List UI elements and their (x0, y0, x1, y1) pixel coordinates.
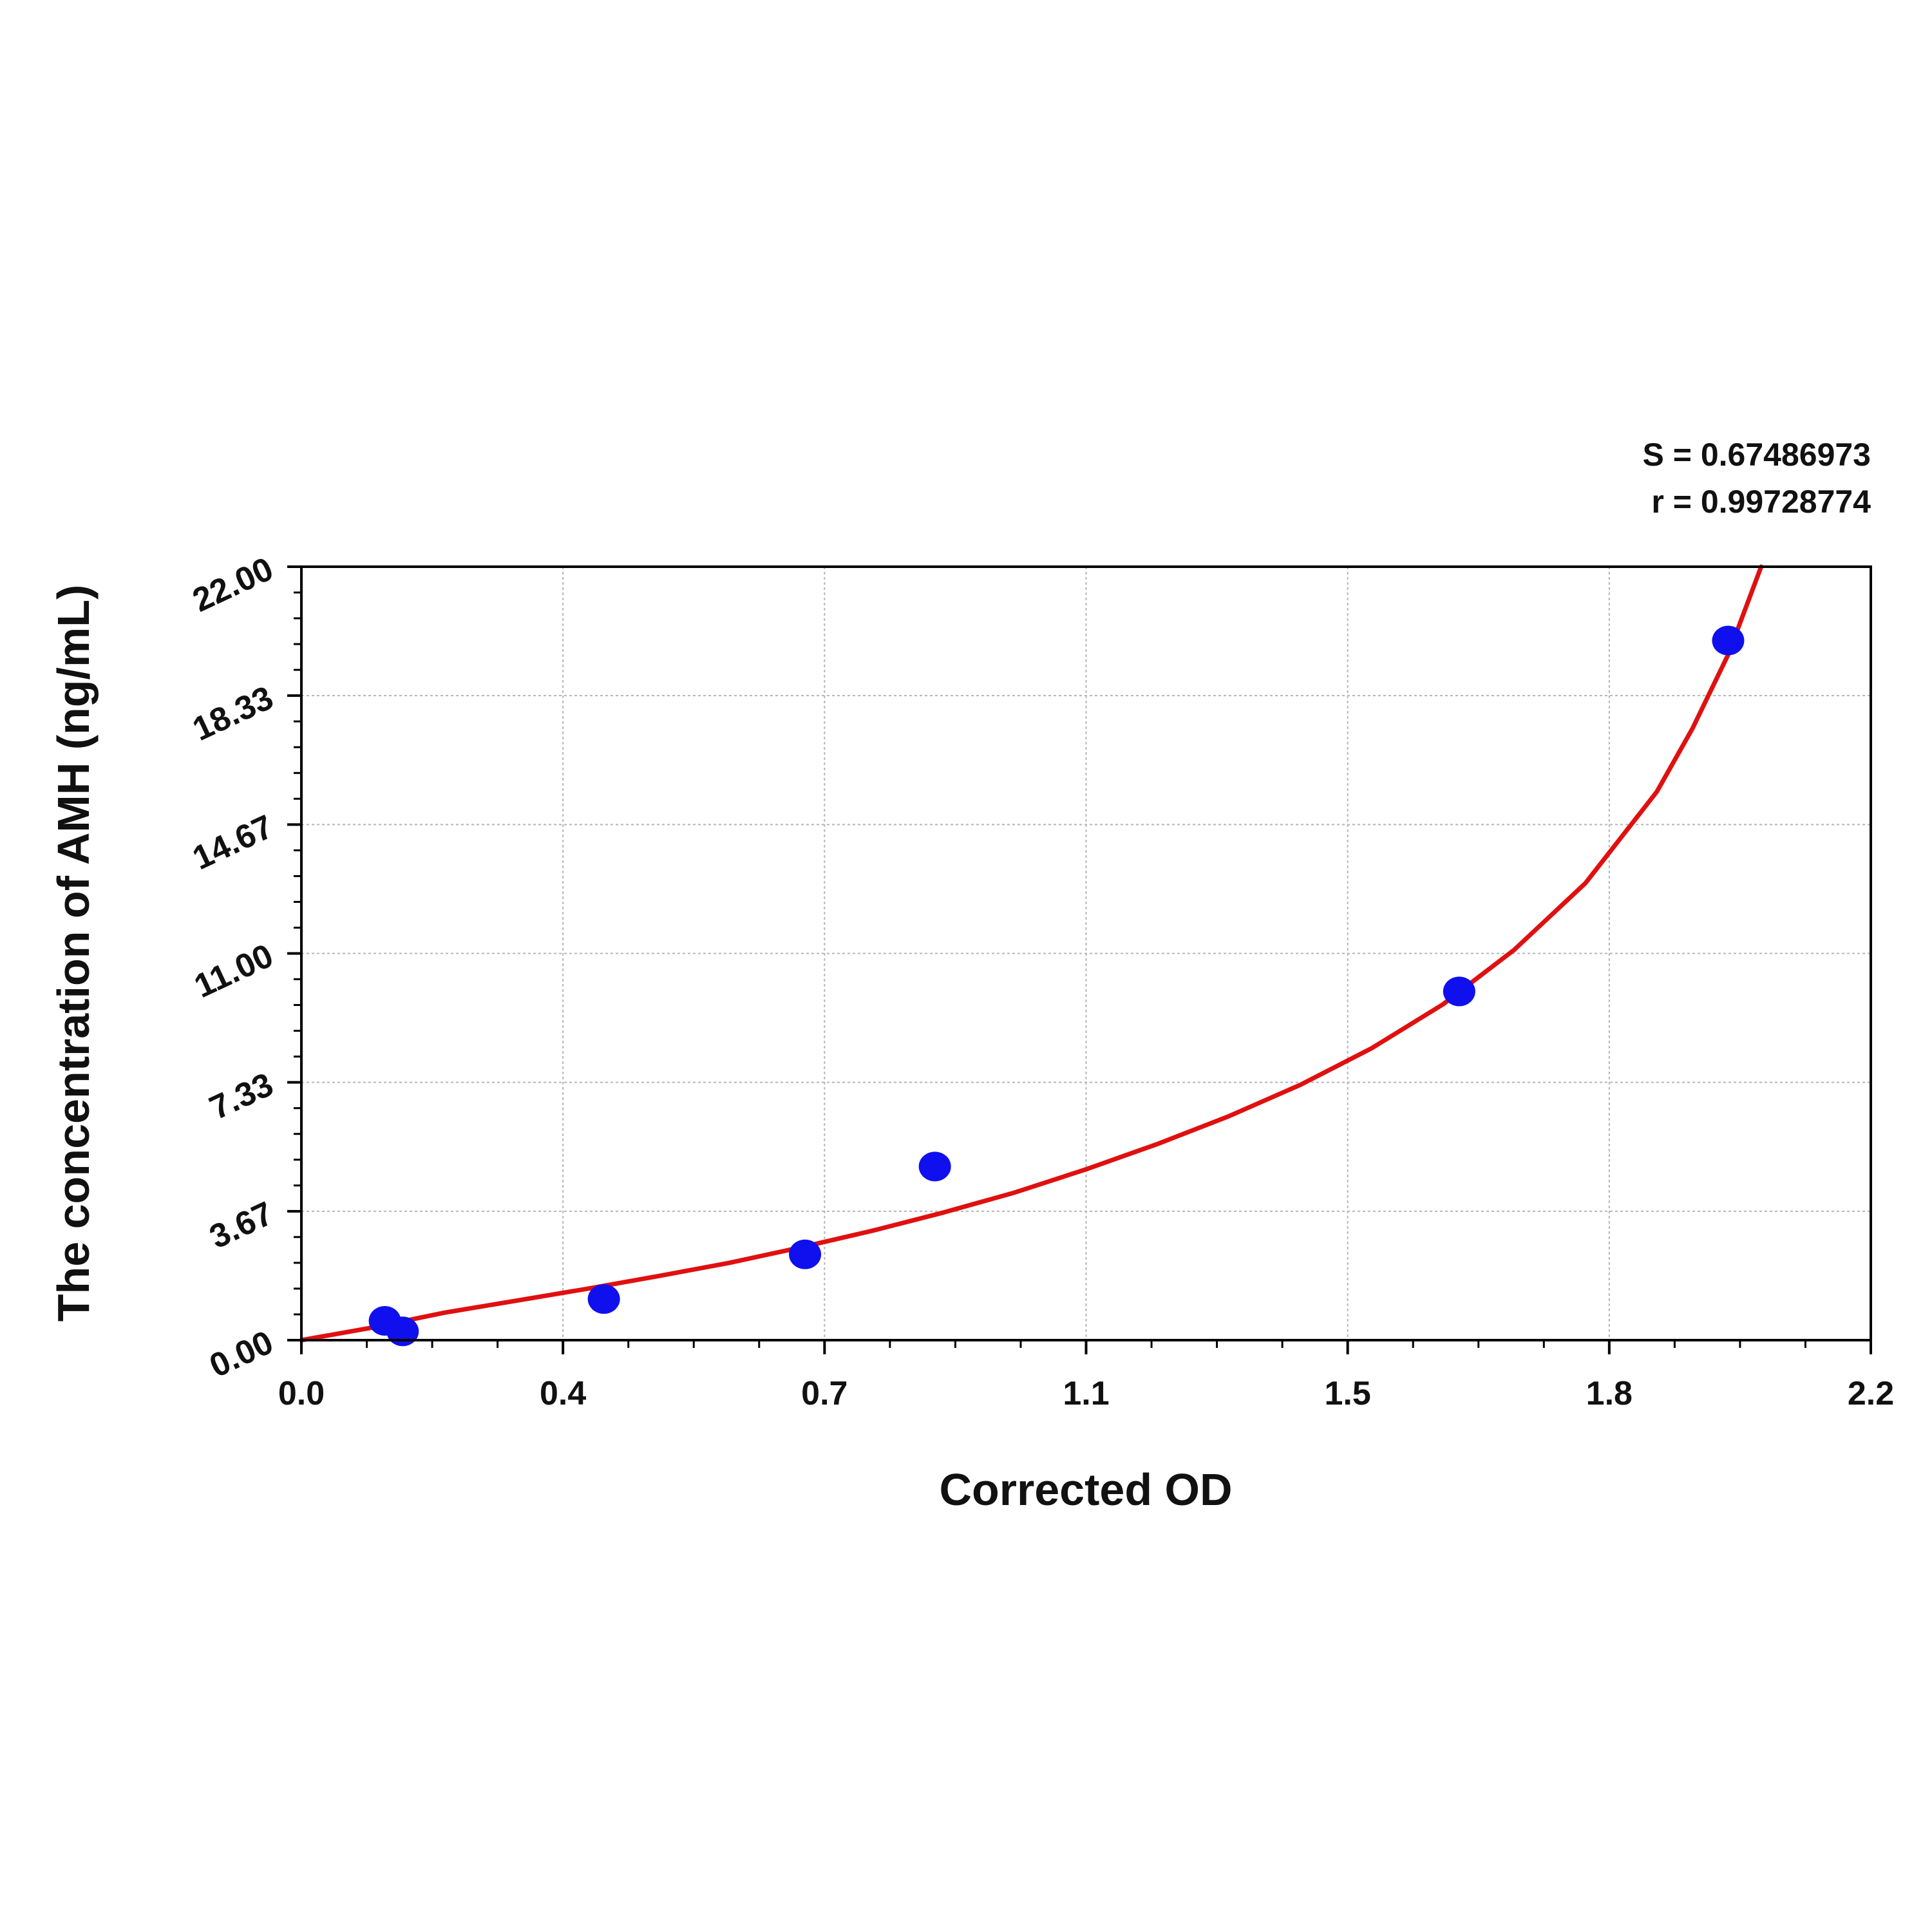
data-point (386, 1316, 419, 1347)
grid-layer (301, 567, 1871, 1340)
y-tick-label: 14.67 (187, 808, 279, 878)
x-tick-label: 1.5 (1325, 1375, 1371, 1412)
x-axis-label: Corrected OD (939, 1464, 1232, 1515)
y-tick-label: 11.00 (189, 937, 279, 1005)
x-tick-label: 1.1 (1063, 1375, 1109, 1412)
y-tick-label: 22.00 (187, 550, 279, 620)
y-tick-label: 18.33 (187, 679, 279, 748)
y-tick-label: 0.00 (204, 1323, 279, 1385)
x-tick-label: 0.7 (801, 1375, 848, 1412)
data-point (918, 1151, 951, 1182)
data-point-layer (368, 625, 1745, 1347)
x-tick-label: 0.4 (540, 1375, 586, 1412)
y-tick-label: 7.33 (204, 1066, 279, 1127)
data-point (1443, 976, 1475, 1007)
fit-curve (299, 564, 1764, 1343)
annotation-s: S = 0.67486973 (1643, 437, 1871, 473)
y-axis-label: The concentration of AMH (ng/mL) (48, 585, 99, 1322)
x-tick-label: 0.0 (278, 1375, 325, 1412)
x-tick-label: 2.2 (1848, 1375, 1894, 1412)
annotation-r: r = 0.99728774 (1651, 484, 1871, 520)
axis-layer: 0.0 0.4 0.7 1.1 1.5 1.8 2.2 0.00 3.67 7.33 11.00 14… (187, 550, 1895, 1412)
fit-curve-layer (299, 564, 1764, 1343)
data-point (789, 1239, 822, 1269)
data-point (587, 1284, 620, 1314)
data-point (1712, 625, 1745, 656)
y-tick-label: 3.67 (204, 1195, 279, 1256)
x-tick-label: 1.8 (1586, 1375, 1633, 1412)
